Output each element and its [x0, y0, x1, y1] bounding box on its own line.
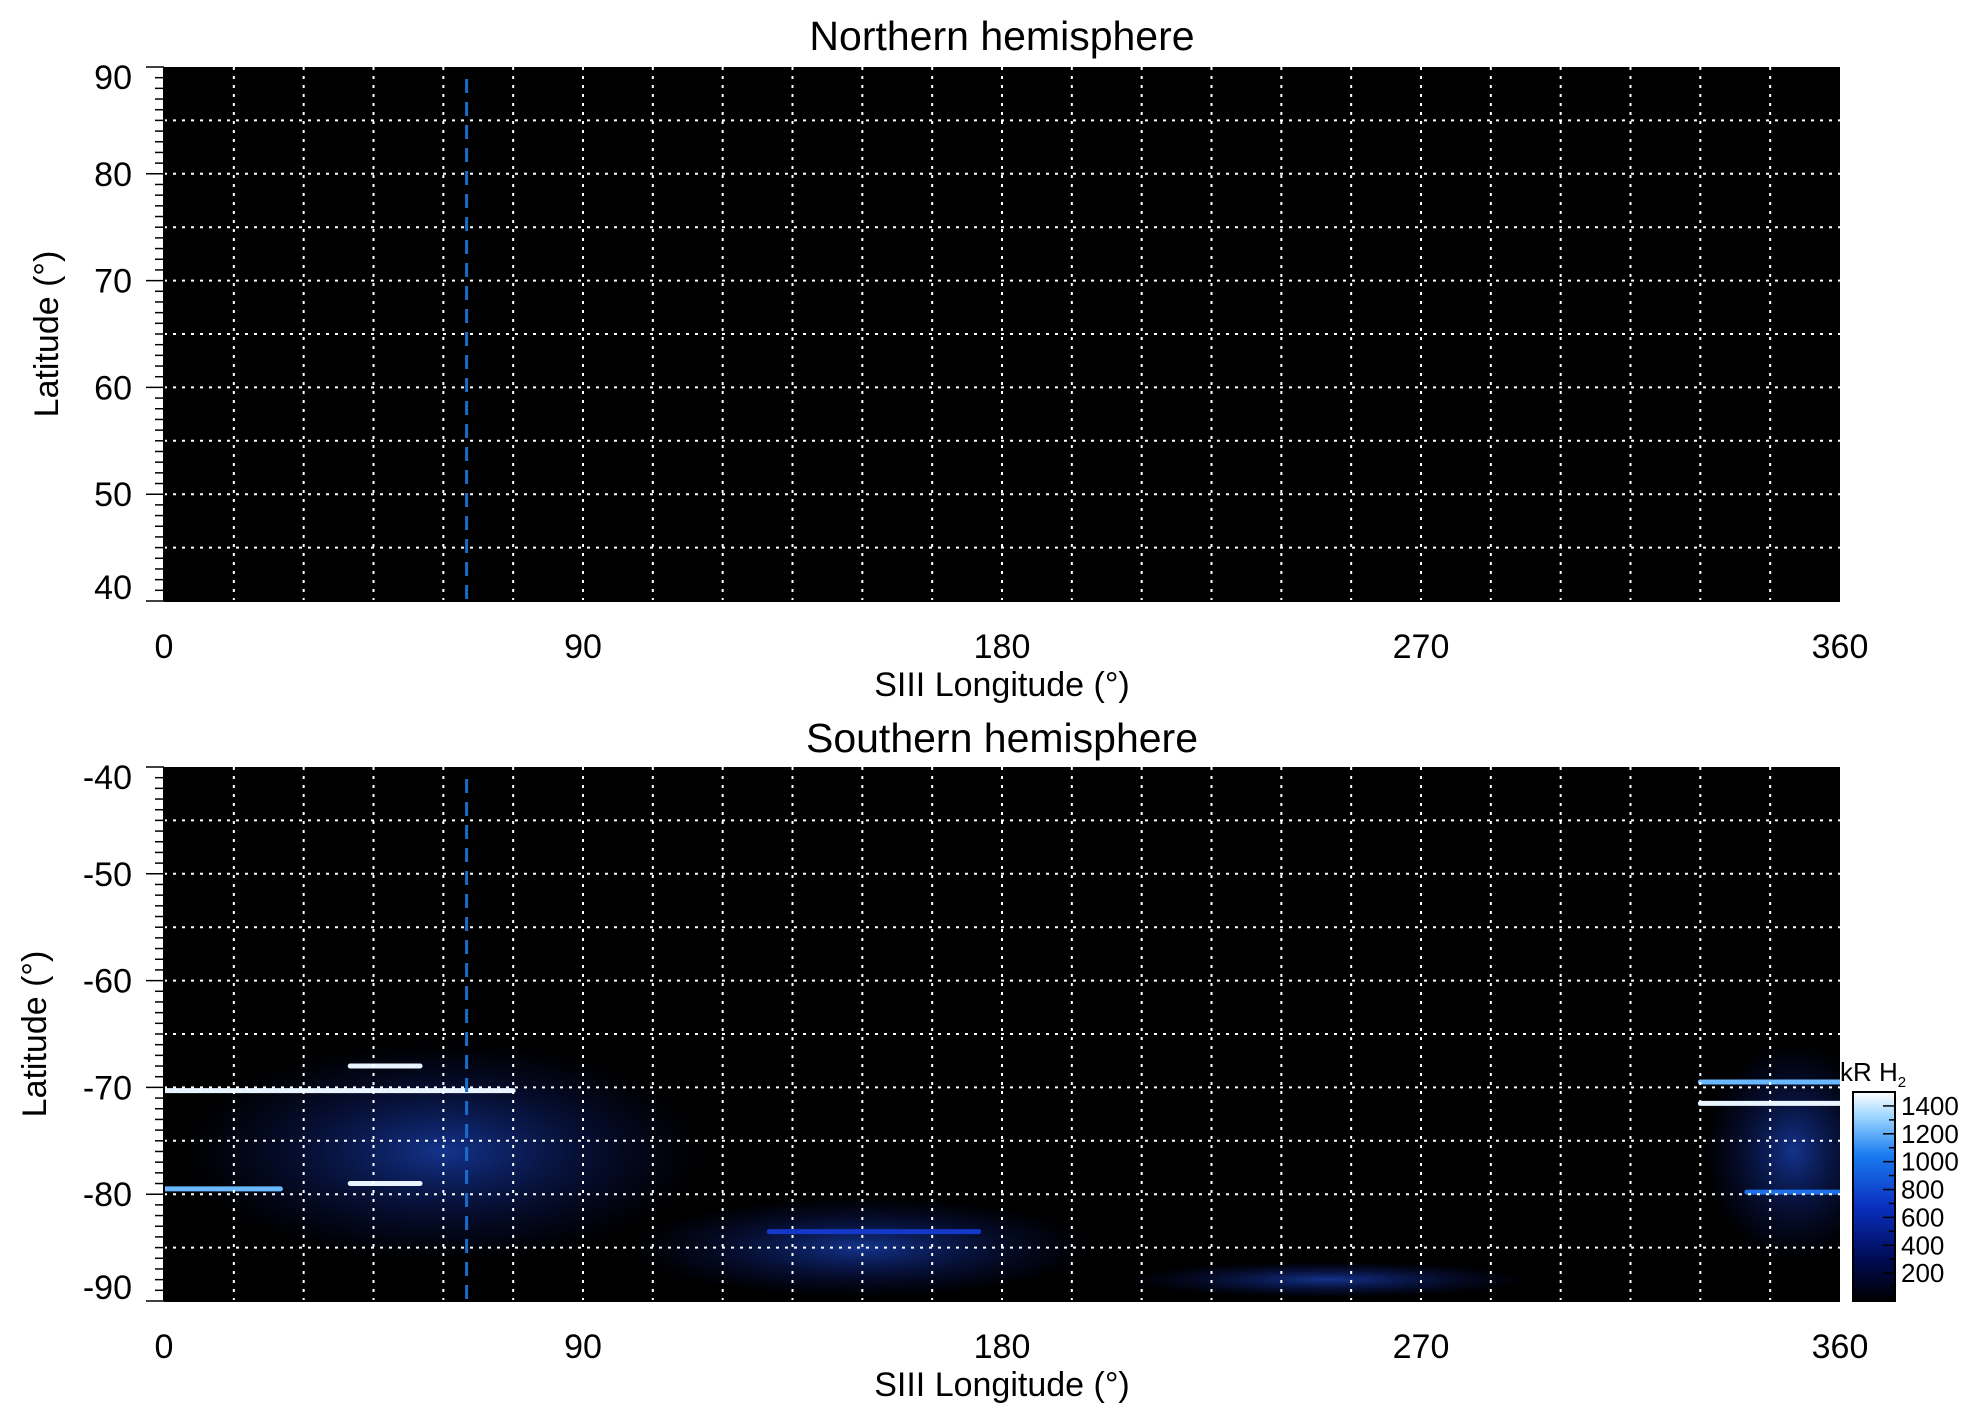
- colorbar-tick-label: 800: [1901, 1175, 1944, 1205]
- emission-diffuse: [1127, 1261, 1528, 1298]
- emission-diffuse: [632, 1197, 1093, 1298]
- south-grid: [164, 767, 1840, 1301]
- north-title: Northern hemisphere: [809, 13, 1194, 59]
- y-tick-label: -40: [83, 759, 132, 797]
- north-grid: [164, 67, 1840, 601]
- y-tick-label: 40: [94, 569, 132, 607]
- northern-hemisphere-panel: Northern hemisphere 40 50 60 70 80 90 0 90 180 2…: [28, 13, 1868, 704]
- south-y-axis-label: Latitude (°): [16, 951, 54, 1118]
- y-tick-label: 60: [94, 369, 132, 407]
- y-tick-label: -60: [83, 963, 132, 1001]
- colorbar-tick-label: 1400: [1901, 1091, 1959, 1121]
- y-tick-label: -80: [83, 1176, 132, 1214]
- y-tick-label: 90: [94, 59, 132, 97]
- southern-hemisphere-panel: Southern hemisphere -40 -50 -60 -70 -80 -90 0…: [16, 715, 1869, 1404]
- y-tick-label: -50: [83, 856, 132, 894]
- south-x-axis: 0 90 180 270 360: [155, 1300, 1869, 1366]
- x-tick-label: 360: [1812, 628, 1869, 666]
- colorbar-gradient: [1852, 1091, 1896, 1302]
- x-tick-label: 90: [564, 628, 602, 666]
- x-tick-label: 180: [974, 1328, 1031, 1366]
- y-tick-label: 80: [94, 156, 132, 194]
- x-tick-label: 0: [155, 628, 174, 666]
- south-y-axis: -40 -50 -60 -70 -80 -90: [83, 759, 165, 1307]
- y-tick-label: 70: [94, 263, 132, 301]
- north-x-axis: 0 90 180 270 360: [155, 600, 1869, 666]
- colorbar-tick-label: 200: [1901, 1258, 1944, 1288]
- x-tick-label: 0: [155, 1328, 174, 1366]
- north-y-axis-label: Latitude (°): [28, 251, 66, 418]
- x-tick-label: 180: [974, 628, 1031, 666]
- colorbar-tick-label: 1200: [1901, 1119, 1959, 1149]
- north-x-axis-label: SIII Longitude (°): [874, 666, 1130, 704]
- x-tick-label: 90: [564, 1328, 602, 1366]
- y-tick-label: -70: [83, 1069, 132, 1107]
- y-tick-label: 50: [94, 476, 132, 514]
- south-title: Southern hemisphere: [806, 715, 1198, 761]
- colorbar-tick-label: 1000: [1901, 1147, 1959, 1177]
- colorbar-label: kR H2: [1840, 1057, 1906, 1091]
- colorbar-tick-label: 400: [1901, 1230, 1944, 1260]
- south-x-axis-label: SIII Longitude (°): [874, 1366, 1130, 1404]
- x-tick-label: 270: [1393, 1328, 1450, 1366]
- x-tick-label: 270: [1393, 628, 1450, 666]
- x-tick-label: 360: [1812, 1328, 1869, 1366]
- colorbar-tick-label: 600: [1901, 1202, 1944, 1232]
- north-y-axis: 40 50 60 70 80 90: [94, 59, 165, 607]
- y-tick-label: -90: [83, 1269, 132, 1307]
- south-emission-map: [164, 1041, 1840, 1298]
